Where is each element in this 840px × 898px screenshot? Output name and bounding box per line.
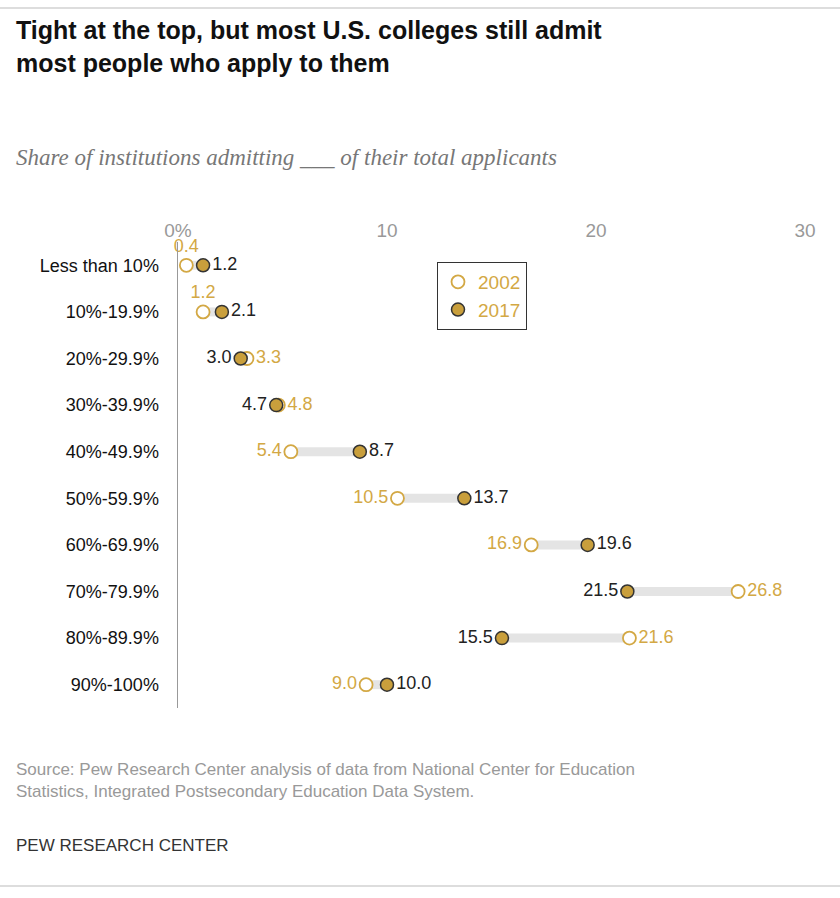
svg-text:10%-19.9%: 10%-19.9% <box>66 302 159 322</box>
svg-text:2002: 2002 <box>478 272 520 293</box>
svg-text:50%-59.9%: 50%-59.9% <box>66 489 159 509</box>
svg-text:3.3: 3.3 <box>256 347 281 367</box>
svg-text:10: 10 <box>376 220 397 241</box>
svg-text:60%-69.9%: 60%-69.9% <box>66 535 159 555</box>
svg-text:26.8: 26.8 <box>747 580 782 600</box>
svg-text:2017: 2017 <box>478 300 520 321</box>
svg-text:90%-100%: 90%-100% <box>71 675 159 695</box>
svg-text:PEW RESEARCH CENTER: PEW RESEARCH CENTER <box>16 836 229 855</box>
svg-text:21.5: 21.5 <box>583 580 618 600</box>
svg-text:1.2: 1.2 <box>191 282 216 302</box>
svg-text:9.0: 9.0 <box>332 673 357 693</box>
svg-text:0.4: 0.4 <box>174 236 199 256</box>
svg-text:2.1: 2.1 <box>231 300 256 320</box>
svg-text:15.5: 15.5 <box>458 627 493 647</box>
svg-text:19.6: 19.6 <box>597 533 632 553</box>
svg-text:0%: 0% <box>164 220 192 241</box>
svg-text:3.0: 3.0 <box>207 347 232 367</box>
svg-text:20: 20 <box>585 220 606 241</box>
svg-text:4.8: 4.8 <box>287 394 312 414</box>
svg-text:4.7: 4.7 <box>242 394 267 414</box>
svg-text:Source: Pew Research Center an: Source: Pew Research Center analysis of … <box>16 760 635 801</box>
svg-text:20%-29.9%: 20%-29.9% <box>66 349 159 369</box>
svg-text:80%-89.9%: 80%-89.9% <box>66 628 159 648</box>
svg-text:13.7: 13.7 <box>473 487 508 507</box>
svg-text:30%-39.9%: 30%-39.9% <box>66 395 159 415</box>
svg-text:Share of institutions admittin: Share of institutions admitting ___ of t… <box>16 145 557 170</box>
svg-text:1.2: 1.2 <box>212 254 237 274</box>
svg-text:30: 30 <box>794 220 815 241</box>
svg-text:Tight at the top, but most U.S: Tight at the top, but most U.S. colleges… <box>16 16 602 77</box>
svg-text:40%-49.9%: 40%-49.9% <box>66 442 159 462</box>
svg-text:10.0: 10.0 <box>396 673 431 693</box>
svg-text:21.6: 21.6 <box>639 627 674 647</box>
svg-text:10.5: 10.5 <box>353 487 388 507</box>
svg-text:5.4: 5.4 <box>257 440 282 460</box>
svg-text:Less than 10%: Less than 10% <box>40 256 159 276</box>
svg-text:70%-79.9%: 70%-79.9% <box>66 582 159 602</box>
svg-text:8.7: 8.7 <box>369 440 394 460</box>
svg-text:16.9: 16.9 <box>487 533 522 553</box>
